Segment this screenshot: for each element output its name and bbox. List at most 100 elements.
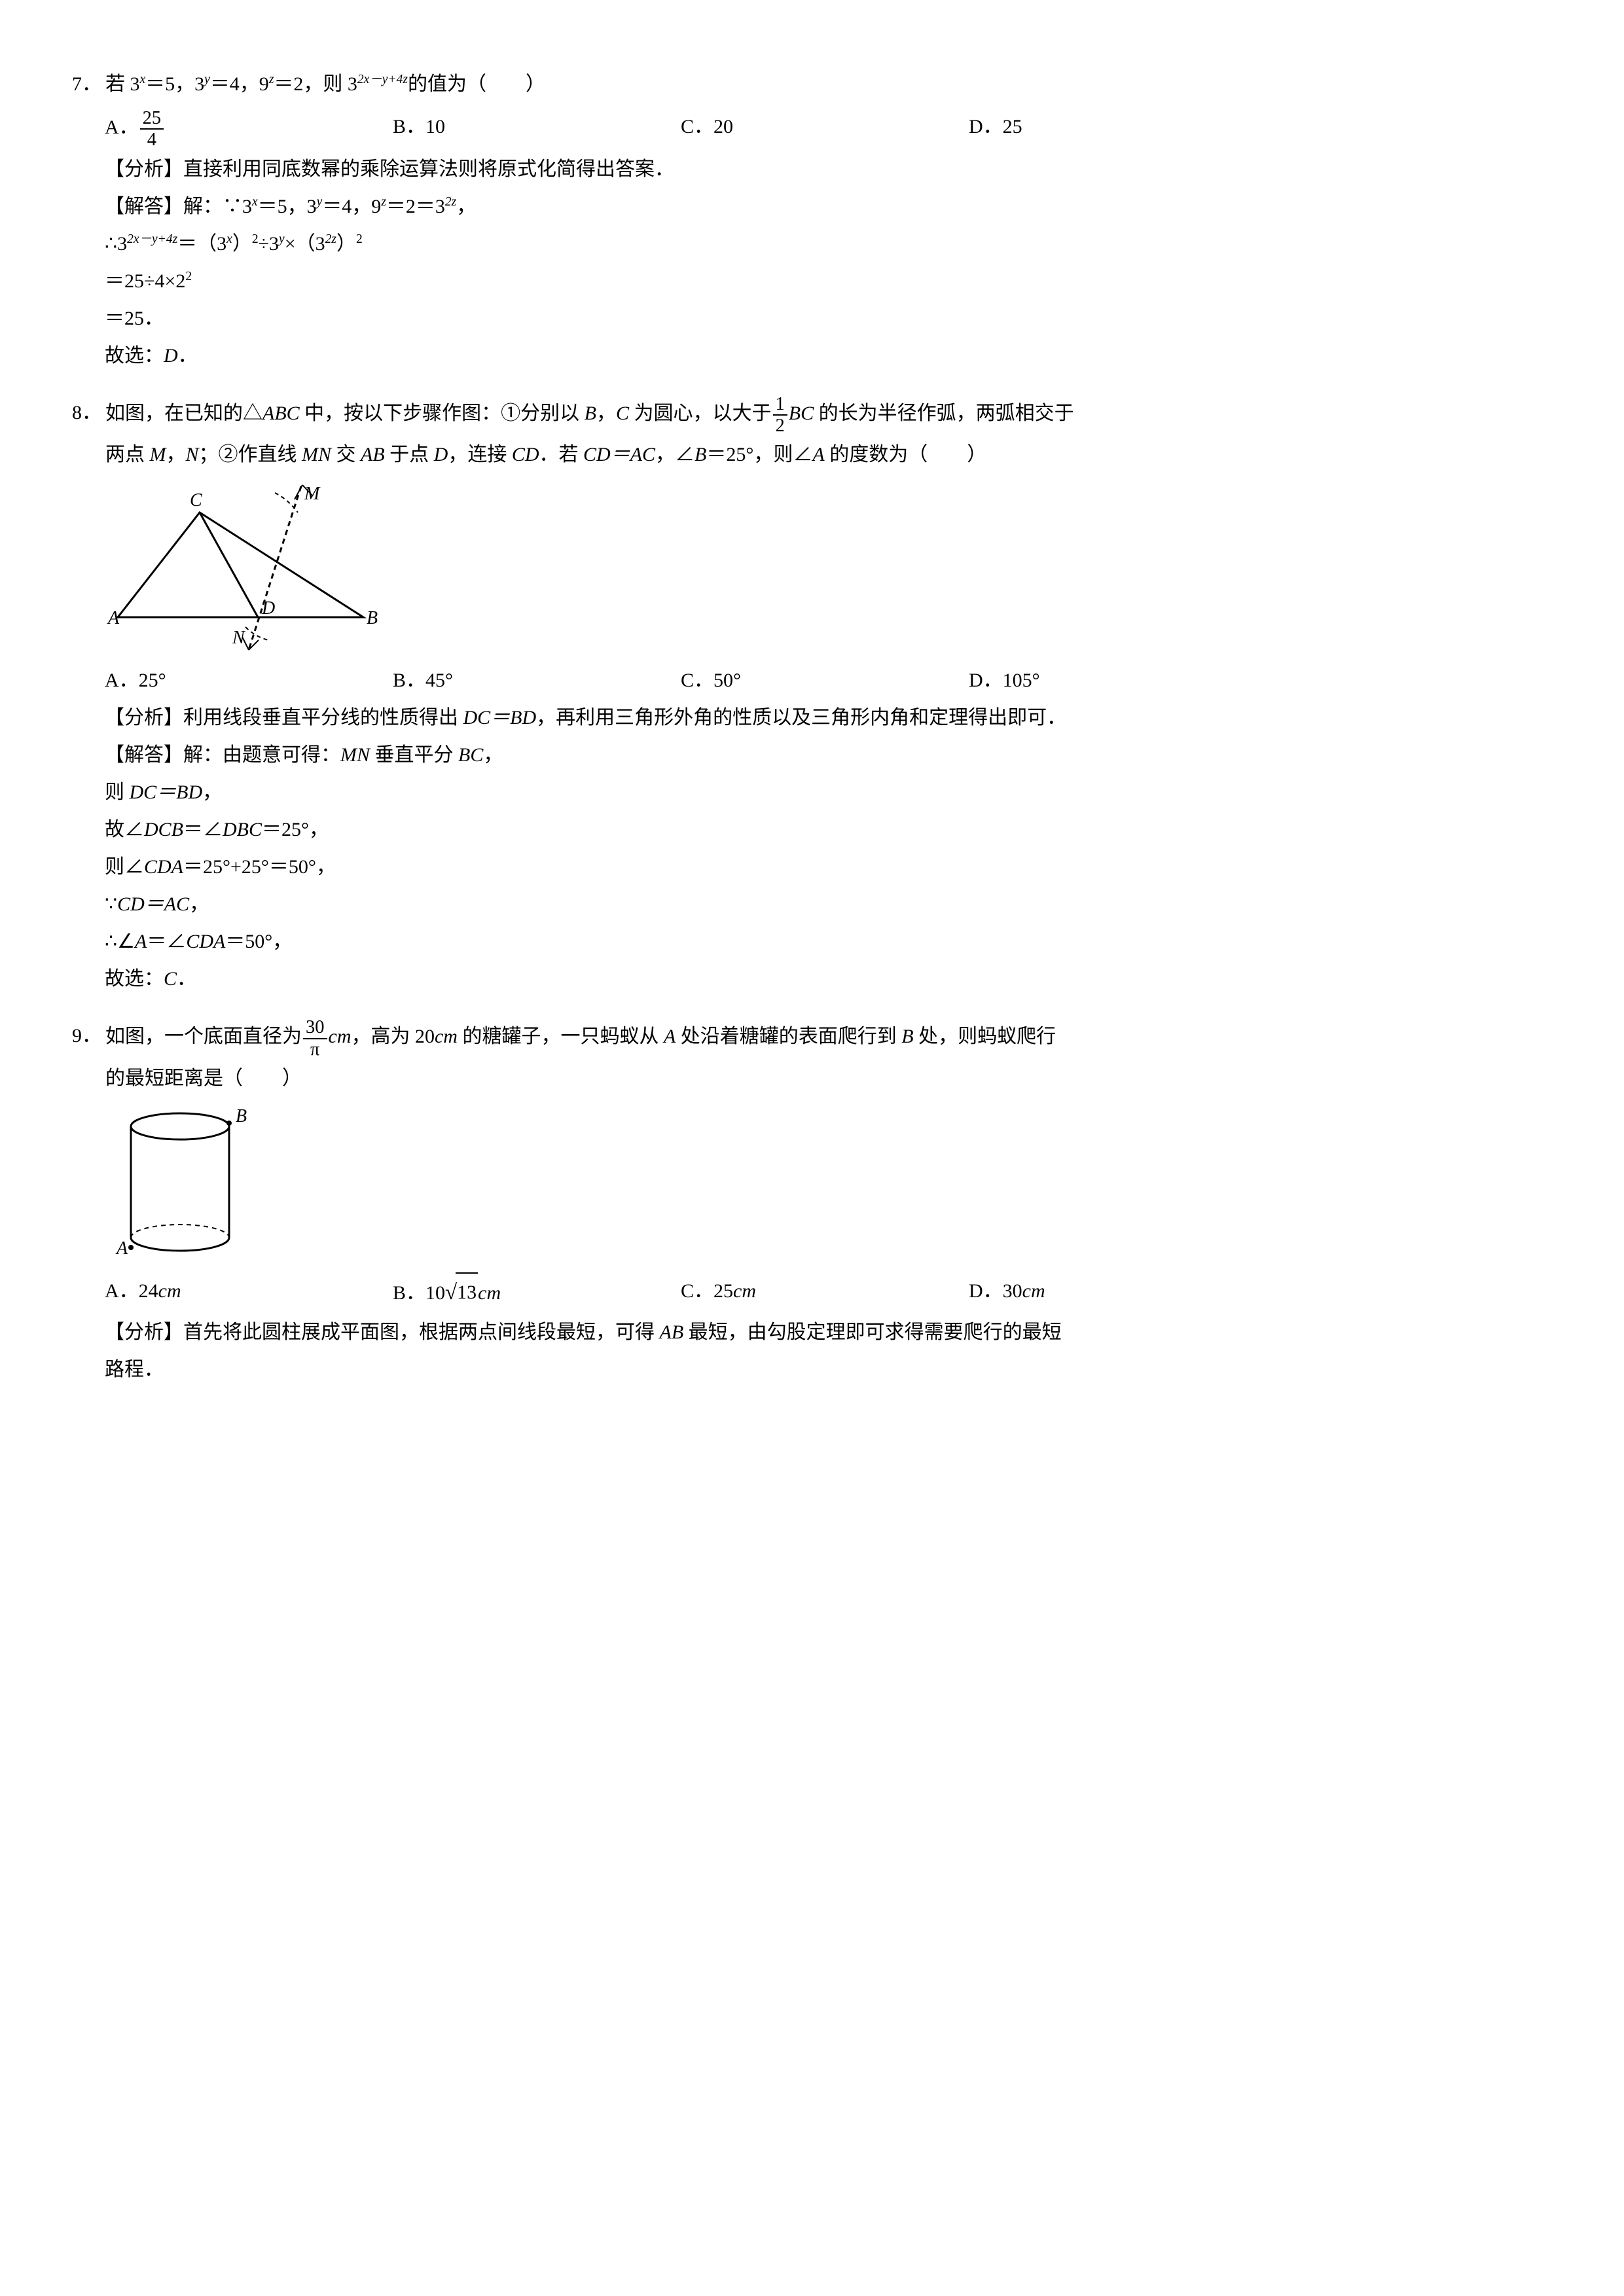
q7-choices: A．254 B．10 C．20 D．25: [105, 108, 1552, 151]
q7-t2: ＝5，3: [145, 73, 204, 95]
q7-number: 7．: [72, 65, 101, 103]
q8-pick: 故选：: [105, 968, 164, 990]
q8-CDAC: CD＝AC: [583, 444, 655, 465]
q7-sup-x: x: [140, 73, 146, 86]
label-C: C: [190, 490, 202, 511]
q8-s6-A: A: [135, 931, 147, 952]
q8-B: B: [585, 403, 596, 424]
q8-s3-dbc: DBC: [223, 819, 262, 840]
q7-a-label: A．: [105, 117, 139, 138]
q9-analysis: 【分析】首先将此圆柱展成平面图，根据两点间线段最短，可得 AB 最短，由勾股定理…: [105, 1314, 1552, 1351]
q8-s5a: ∵: [105, 893, 117, 915]
q8-to: 的度数为（ ）: [825, 444, 987, 465]
q7-s1d: ＝2＝3: [386, 196, 445, 217]
q9-cm2: cm: [435, 1026, 458, 1048]
q8-ta: 如图，在已知的△: [105, 403, 262, 424]
q7-s2c: ）: [232, 233, 252, 255]
q8-s4-cda: CDA: [144, 856, 183, 878]
q8-tn: ＝25°，则∠: [706, 444, 812, 465]
q7-s3-2: 2: [185, 270, 192, 283]
q9-fden: π: [303, 1039, 327, 1060]
q8-s3a: 故∠: [105, 819, 144, 840]
q8-an-dcbd: DC＝BD: [463, 707, 537, 728]
q8-s2b: ，: [202, 781, 222, 803]
q7-s2-x: x: [226, 232, 232, 246]
q8-tg: ，: [166, 444, 186, 465]
q9-fnum: 30: [303, 1017, 327, 1039]
q9-b-label: B．10: [393, 1282, 445, 1304]
q8-s1-mn: MN: [340, 744, 370, 766]
q8-s3b: ＝∠: [183, 819, 223, 840]
q9-analysis-2: 路程．: [105, 1351, 1552, 1388]
q7-s2-y: y: [279, 232, 285, 246]
q7-s3: ＝25÷4×2: [105, 270, 185, 292]
q8-N: N: [186, 444, 199, 465]
q8-an-b: ，再利用三角形外角的性质以及三角形内角和定理得出即可．: [536, 707, 1066, 728]
q8-MN: MN: [302, 444, 331, 465]
q8-stem: 8． 如图，在已知的△ABC 中，按以下步骤作图：①分别以 B，C 为圆心，以大…: [72, 394, 1552, 474]
q8-tc: ，: [596, 403, 616, 424]
q8-td: 为圆心，以大于: [629, 403, 772, 424]
q7-sol-3: ＝25÷4×22: [105, 262, 1552, 300]
q8-s3c: ＝25°，: [262, 819, 329, 840]
question-8: 8． 如图，在已知的△ABC 中，按以下步骤作图：①分别以 B，C 为圆心，以大…: [72, 394, 1552, 998]
q8-choices: A．25° B．45° C．50° D．105°: [105, 662, 1552, 699]
label-N: N: [232, 628, 245, 648]
q9-A: A: [664, 1026, 676, 1048]
q7-a-frac: 254: [140, 108, 164, 151]
q9-choices: A．24cm B．10√13cm C．25cm D．30cm: [105, 1272, 1552, 1314]
label-B: B: [236, 1106, 247, 1126]
q7-ans: D: [164, 345, 178, 367]
q8-s1-bc: BC: [458, 744, 483, 766]
label-A: A: [107, 608, 120, 628]
q7-s1a: 解：∵3: [183, 196, 252, 217]
q7-s2-2a: 2: [252, 232, 259, 246]
q7-choice-a: A．254: [105, 108, 393, 151]
q9-tc: 的糖罐子，一只蚂蚁从: [458, 1026, 664, 1048]
q8-choice-b: B．45°: [393, 662, 681, 699]
q8-sol-1: 【解答】解：由题意可得：MN 垂直平分 BC，: [105, 736, 1552, 774]
q8-choice-c: C．50°: [681, 662, 969, 699]
q7-s1-z: z: [381, 195, 386, 209]
q8-tk: ，连接: [448, 444, 512, 465]
q9-an-ab: AB: [660, 1321, 684, 1343]
q8-C: C: [616, 403, 629, 424]
q7-s1-x: x: [252, 195, 258, 209]
q7-s1-2z: 2z: [445, 195, 456, 209]
q8-tl: ．若: [539, 444, 584, 465]
q8-analysis: 【分析】利用线段垂直平分线的性质得出 DC＝BD，再利用三角形外角的性质以及三角…: [105, 699, 1552, 736]
q9-B: B: [901, 1026, 913, 1048]
q7-pick: 故选：: [105, 345, 164, 367]
q8-AB: AB: [361, 444, 385, 465]
q8-th: ；②作直线: [199, 444, 302, 465]
q8-BC: BC: [789, 403, 814, 424]
q7-s1b: ＝5，3: [258, 196, 317, 217]
q7-sol-2: ∴32x－y+4z＝（3x）2÷3y×（32z）2: [105, 225, 1552, 262]
q8-s4a: 则∠: [105, 856, 144, 878]
q8-s1c: ，: [483, 744, 503, 766]
q9-td: 处沿着糖罐的表面爬行到: [676, 1026, 901, 1048]
q8-s6c: ＝50°，: [225, 931, 292, 952]
q8-sol-pick: 故选：C．: [105, 960, 1552, 997]
q9-ta: 如图，一个底面直径为: [105, 1026, 302, 1048]
q7-a-num: 25: [140, 108, 164, 130]
q9-a-cm: cm: [158, 1280, 181, 1302]
q9-tb: ，高为 20: [351, 1026, 435, 1048]
q7-s2-e: 2x－y+4z: [127, 232, 177, 246]
q7-sol-pick: 故选：D．: [105, 337, 1552, 374]
q9-choice-a: A．24cm: [105, 1272, 393, 1314]
q9-cm1: cm: [329, 1026, 352, 1048]
q8-tf: 两点: [105, 444, 150, 465]
q7-sol-4: ＝25．: [105, 300, 1552, 337]
q7-sup-y: y: [204, 73, 210, 86]
q8-s6a: ∴∠: [105, 931, 135, 952]
q7-sol-label: 【解答】: [105, 196, 183, 217]
q8-choice-d: D．105°: [969, 662, 1257, 699]
q9-diagram: A B: [105, 1097, 1552, 1267]
q7-s1-y: y: [317, 195, 323, 209]
q8-M: M: [150, 444, 166, 465]
triangle-diagram-icon: A B C D M N: [105, 473, 380, 656]
question-9: 9． 如图，一个底面直径为30πcm，高为 20cm 的糖罐子，一只蚂蚁从 A …: [72, 1017, 1552, 1388]
q8-ans: C: [164, 968, 177, 990]
q9-stem: 9． 如图，一个底面直径为30πcm，高为 20cm 的糖罐子，一只蚂蚁从 A …: [72, 1017, 1552, 1097]
